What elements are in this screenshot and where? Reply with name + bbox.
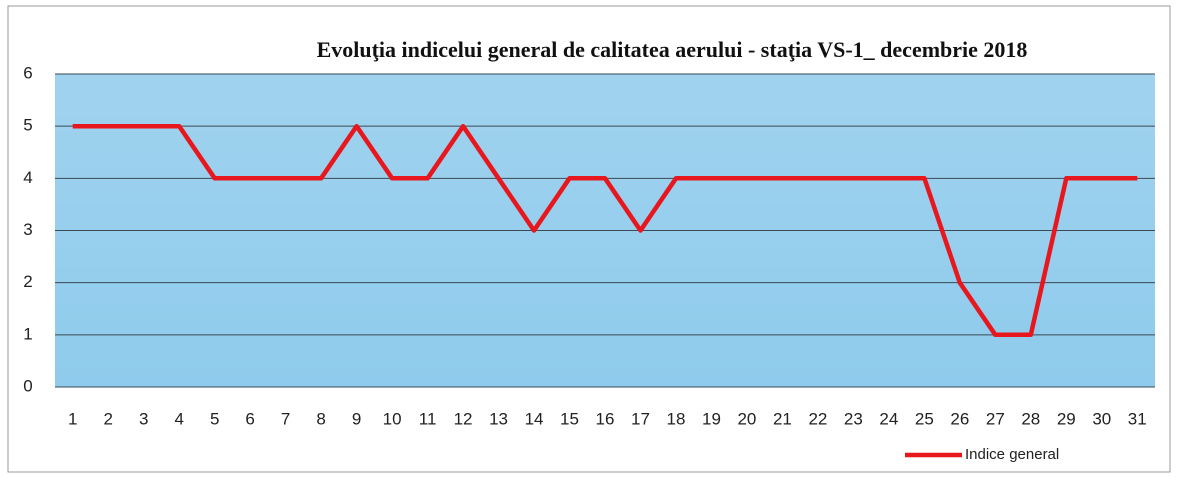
x-tick-label: 31	[1128, 409, 1147, 428]
x-tick-label: 1	[68, 409, 77, 428]
x-tick-label: 2	[103, 409, 112, 428]
x-tick-label: 16	[596, 409, 615, 428]
x-tick-label: 5	[210, 409, 219, 428]
x-tick-label: 27	[986, 409, 1005, 428]
y-tick-label: 4	[23, 168, 32, 187]
x-tick-label: 25	[915, 409, 934, 428]
x-tick-label: 12	[454, 409, 473, 428]
data-line	[72, 123, 1138, 338]
x-tick-label: 10	[383, 409, 402, 428]
x-tick-label: 9	[352, 409, 361, 428]
x-tick-label: 11	[419, 409, 437, 428]
y-tick-label: 0	[23, 376, 32, 395]
plot-area	[55, 73, 1155, 388]
y-tick-label: 5	[23, 116, 32, 135]
x-tick-label: 18	[667, 409, 686, 428]
x-tick-label: 22	[808, 409, 827, 428]
x-tick-label: 17	[631, 409, 650, 428]
x-tick-label: 15	[560, 409, 579, 428]
legend-label: Indice general	[965, 446, 1059, 463]
x-tick-label: 7	[281, 409, 290, 428]
y-tick-label: 3	[23, 220, 32, 239]
x-tick-label: 3	[139, 409, 148, 428]
x-tick-label: 26	[950, 409, 969, 428]
x-tick-label: 23	[844, 409, 863, 428]
x-tick-label: 13	[489, 409, 508, 428]
x-tick-label: 30	[1092, 409, 1111, 428]
x-tick-label: 28	[1021, 409, 1040, 428]
y-tick-label: 1	[23, 324, 32, 343]
y-tick-label: 6	[23, 63, 32, 82]
chart-title: Evoluţia indicelui general de calitatea …	[317, 37, 1028, 62]
x-tick-label: 19	[702, 409, 721, 428]
x-tick-label: 6	[245, 409, 254, 428]
x-tick-label: 14	[525, 409, 544, 428]
y-tick-label: 2	[23, 272, 32, 291]
x-tick-label: 20	[737, 409, 756, 428]
x-tick-label: 8	[316, 409, 325, 428]
x-tick-label: 4	[174, 409, 183, 428]
x-tick-label: 24	[879, 409, 898, 428]
x-tick-label: 29	[1057, 409, 1076, 428]
x-tick-label: 21	[773, 409, 792, 428]
